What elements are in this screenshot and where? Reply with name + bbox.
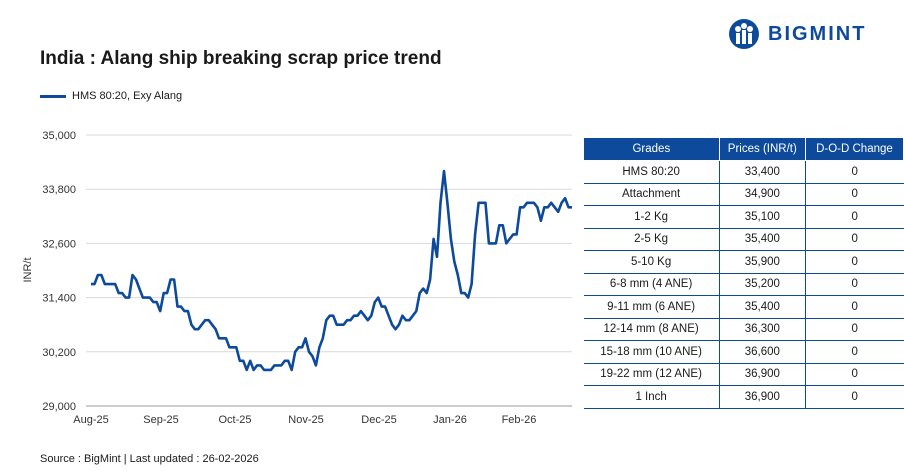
table-row: 1 Inch 36,900 0	[583, 385, 904, 409]
x-tick-label: Jan-26	[433, 414, 467, 426]
grade-cell: Attachment	[583, 183, 720, 206]
header-grades: Grades	[583, 137, 720, 161]
bigmint-logo-icon	[729, 19, 759, 49]
x-tick-label: Feb-26	[502, 414, 537, 426]
grade-cell: 2-5 Kg	[583, 228, 720, 251]
grade-cell: HMS 80:20	[583, 160, 720, 184]
price-cell: 36,900	[718, 363, 806, 386]
table-row: 5-10 Kg 35,900 0	[583, 250, 904, 274]
price-cell: 35,200	[718, 273, 806, 296]
grade-cell: 1 Inch	[583, 385, 720, 409]
table-row: 15-18 mm (10 ANE) 36,600 0	[583, 340, 904, 364]
price-cell: 35,400	[718, 295, 806, 319]
grade-cell: 6-8 mm (4 ANE)	[583, 273, 720, 296]
chart-grid	[86, 134, 572, 407]
price-cell: 35,100	[718, 205, 806, 229]
table-row: 1-2 Kg 35,100 0	[583, 205, 904, 229]
price-cell: 36,300	[718, 318, 806, 341]
x-tick-label: Dec-25	[361, 414, 396, 426]
y-tick-label: 31,400	[42, 293, 76, 305]
header-dod-change: D-O-D Change	[804, 137, 904, 161]
header-prices: Prices (INR/t)	[718, 137, 806, 161]
y-axis-label: INR/t	[22, 257, 34, 282]
source-footer: Source : BigMint | Last updated : 26-02-…	[40, 453, 259, 465]
x-tick-label: Sep-25	[143, 414, 178, 426]
grade-cell: 9-11 mm (6 ANE)	[583, 295, 720, 319]
dod-change-cell: 0	[805, 160, 904, 184]
chart-legend: HMS 80:20, Exy Alang	[40, 90, 182, 102]
dod-change-cell: 0	[805, 340, 904, 364]
series-line-hms	[91, 169, 572, 372]
price-cell: 36,600	[718, 340, 806, 364]
y-tick-label: 32,600	[42, 238, 76, 250]
grade-cell: 19-22 mm (12 ANE)	[583, 363, 720, 386]
table-row: 12-14 mm (8 ANE) 36,300 0	[583, 318, 904, 341]
price-cell: 33,400	[718, 160, 806, 184]
grade-cell: 5-10 Kg	[583, 250, 720, 274]
legend-label: HMS 80:20, Exy Alang	[72, 90, 183, 102]
grades-table: Grades Prices (INR/t) D-O-D Change HMS 8…	[583, 137, 904, 409]
dod-change-cell: 0	[805, 228, 904, 251]
table-row: 9-11 mm (6 ANE) 35,400 0	[583, 295, 904, 319]
legend-swatch	[40, 94, 66, 98]
price-cell: 35,400	[718, 228, 806, 251]
price-cell: 35,900	[718, 250, 806, 274]
y-tick-label: 33,800	[42, 184, 76, 196]
dod-change-cell: 0	[805, 363, 904, 386]
price-cell: 36,900	[718, 385, 806, 409]
table-row: 19-22 mm (12 ANE) 36,900 0	[583, 363, 904, 386]
grade-cell: 15-18 mm (10 ANE)	[583, 340, 720, 364]
x-axis-ticks: Aug-25 Sep-25 Oct-25 Nov-25 Dec-25 Jan-26 Feb-…	[73, 414, 536, 426]
brand-name: BIGMINT	[768, 23, 867, 45]
table-row: 2-5 Kg 35,400 0	[583, 228, 904, 251]
grade-cell: 12-14 mm (8 ANE)	[583, 318, 720, 341]
table-row: HMS 80:20 33,400 0	[583, 160, 904, 184]
dod-change-cell: 0	[805, 385, 904, 409]
table-row: 6-8 mm (4 ANE) 35,200 0	[583, 273, 904, 296]
x-tick-label: Nov-25	[288, 414, 323, 426]
brand-logo: BIGMINT	[728, 18, 893, 52]
chart-title: India : Alang ship breaking scrap price …	[40, 48, 442, 69]
x-tick-label: Oct-25	[218, 414, 251, 426]
y-tick-label: 29,000	[42, 401, 76, 413]
dod-change-cell: 0	[805, 205, 904, 229]
y-axis-ticks: 29,000 30,200 31,400 32,600 33,800 35,000	[42, 130, 76, 413]
y-tick-label: 30,200	[42, 347, 76, 359]
table-row: Attachment 34,900 0	[583, 183, 904, 206]
grade-cell: 1-2 Kg	[583, 205, 720, 229]
dod-change-cell: 0	[805, 295, 904, 319]
dod-change-cell: 0	[805, 273, 904, 296]
x-tick-label: Aug-25	[73, 414, 108, 426]
table-header-row: Grades Prices (INR/t) D-O-D Change	[583, 137, 904, 161]
dod-change-cell: 0	[805, 183, 904, 206]
price-cell: 34,900	[718, 183, 806, 206]
dod-change-cell: 0	[805, 318, 904, 341]
y-tick-label: 35,000	[42, 130, 76, 142]
dod-change-cell: 0	[805, 250, 904, 274]
